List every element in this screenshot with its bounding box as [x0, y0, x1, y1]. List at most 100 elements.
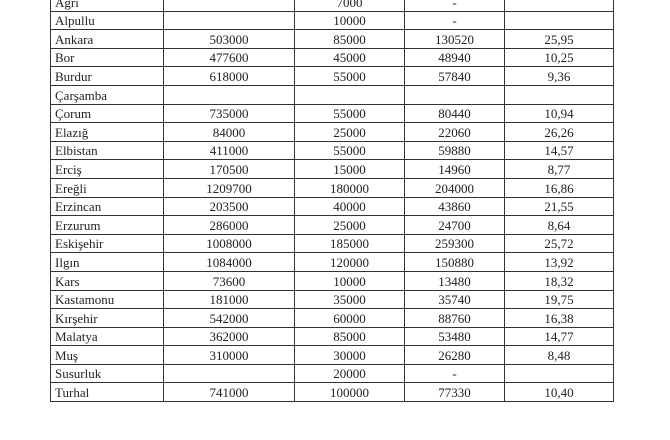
value-cell-4 — [504, 84, 614, 105]
value-cell-4 — [504, 10, 614, 31]
value-cell-1: 1084000 — [163, 252, 295, 272]
value-cell-2: 10000 — [294, 10, 405, 31]
city-cell: Erzincan — [50, 196, 164, 217]
value-cell-2: 20000 — [294, 363, 405, 384]
city-cell: Çorum — [50, 103, 164, 124]
value-cell-2: 25000 — [294, 122, 405, 142]
value-cell-1: 542000 — [163, 308, 295, 328]
value-cell-1: 1209700 — [163, 177, 295, 198]
value-cell-3: - — [404, 363, 505, 384]
value-cell-2: 85000 — [294, 29, 405, 49]
value-cell-2: 15000 — [294, 159, 405, 179]
table-row: Ağrı 7000- — [50, 0, 614, 12]
value-cell-4: 10,25 — [504, 47, 614, 68]
city-cell: Erzurum — [50, 215, 164, 235]
value-cell-3: 88760 — [404, 308, 505, 328]
table-row: Muş 310000 30000 26280 8,48 — [50, 345, 614, 365]
city-cell: Ereğli — [50, 177, 164, 198]
value-cell-3: 26280 — [404, 345, 505, 365]
value-cell-2: 60000 — [294, 308, 405, 328]
value-cell-1 — [163, 10, 295, 31]
value-cell-2: 55000 — [294, 103, 405, 124]
table-row: Ankara 503000 85000 130520 25,95 — [50, 29, 614, 49]
value-cell-1: 1008000 — [163, 233, 295, 254]
city-cell: Ilgın — [50, 252, 164, 272]
value-cell-2: 120000 — [294, 252, 405, 272]
value-cell-2: 100000 — [294, 382, 405, 403]
value-cell-1: 203500 — [163, 196, 295, 217]
value-cell-3: 80440 — [404, 103, 505, 124]
value-cell-2: 35000 — [294, 289, 405, 310]
city-cell: Burdur — [50, 66, 164, 86]
value-cell-4: 8,64 — [504, 215, 614, 235]
table-row: Alpullu 10000- — [50, 10, 614, 31]
table-row: Kars 73600 10000 13480 18,32 — [50, 270, 614, 291]
value-cell-2: 85000 — [294, 326, 405, 347]
value-cell-1: 411000 — [163, 140, 295, 161]
value-cell-3: 43860 — [404, 196, 505, 217]
value-cell-1: 73600 — [163, 270, 295, 291]
table-row: Susurluk 20000- — [50, 363, 614, 384]
value-cell-1: 618000 — [163, 66, 295, 86]
value-cell-1: 503000 — [163, 29, 295, 49]
table-row: Malatya 362000 85000 53480 14,77 — [50, 326, 614, 347]
value-cell-4: 16,38 — [504, 308, 614, 328]
data-table: Ağrı 7000- Alpullu 10000- Ankara 503000 85000 1… — [50, 0, 614, 403]
value-cell-2: 55000 — [294, 66, 405, 86]
city-cell: Susurluk — [50, 363, 164, 384]
city-cell: Ağrı — [50, 0, 164, 12]
value-cell-3: 13480 — [404, 270, 505, 291]
value-cell-2: 30000 — [294, 345, 405, 365]
city-cell: Kars — [50, 270, 164, 291]
value-cell-2 — [294, 84, 405, 105]
value-cell-1: 310000 — [163, 345, 295, 365]
value-cell-3: 259300 — [404, 233, 505, 254]
city-cell: Elazığ — [50, 122, 164, 142]
value-cell-4 — [504, 363, 614, 384]
table-row: Elazığ 84000 25000 22060 26,26 — [50, 122, 614, 142]
city-cell: Alpullu — [50, 10, 164, 31]
value-cell-4: 10,94 — [504, 103, 614, 124]
value-cell-2: 7000 — [294, 0, 405, 12]
document-page: Ağrı 7000- Alpullu 10000- Ankara 503000 85000 1… — [50, 0, 614, 403]
value-cell-1: 181000 — [163, 289, 295, 310]
value-cell-1 — [163, 363, 295, 384]
city-cell: Erciş — [50, 159, 164, 179]
value-cell-3: 204000 — [404, 177, 505, 198]
value-cell-4: 25,95 — [504, 29, 614, 49]
value-cell-4: 21,55 — [504, 196, 614, 217]
value-cell-3: 150880 — [404, 252, 505, 272]
table-row: Erzurum 286000 25000 24700 8,64 — [50, 215, 614, 235]
value-cell-2: 10000 — [294, 270, 405, 291]
table-row: Burdur 618000 55000 57840 9,36 — [50, 66, 614, 86]
value-cell-4: 8,48 — [504, 345, 614, 365]
value-cell-3: - — [404, 10, 505, 31]
value-cell-3: 22060 — [404, 122, 505, 142]
value-cell-4: 18,32 — [504, 270, 614, 291]
table-row: Erzincan 203500 40000 43860 21,55 — [50, 196, 614, 217]
city-cell: Eskişehir — [50, 233, 164, 254]
value-cell-3: 53480 — [404, 326, 505, 347]
value-cell-2: 180000 — [294, 177, 405, 198]
city-cell: Ankara — [50, 29, 164, 49]
value-cell-4: 10,40 — [504, 382, 614, 403]
value-cell-3: - — [404, 0, 505, 12]
value-cell-4: 14,77 — [504, 326, 614, 347]
value-cell-1 — [163, 0, 295, 12]
value-cell-3: 59880 — [404, 140, 505, 161]
city-cell: Kastamonu — [50, 289, 164, 310]
table-row: Çarşamba — [50, 84, 614, 105]
table-row: Bor 477600 45000 48940 10,25 — [50, 47, 614, 68]
value-cell-1: 477600 — [163, 47, 295, 68]
value-cell-4: 19,75 — [504, 289, 614, 310]
value-cell-3: 24700 — [404, 215, 505, 235]
value-cell-2: 45000 — [294, 47, 405, 68]
table-row: Elbistan 411000 55000 59880 14,57 — [50, 140, 614, 161]
value-cell-2: 25000 — [294, 215, 405, 235]
value-cell-2: 185000 — [294, 233, 405, 254]
value-cell-2: 40000 — [294, 196, 405, 217]
city-cell: Malatya — [50, 326, 164, 347]
value-cell-4: 16,86 — [504, 177, 614, 198]
value-cell-4: 25,72 — [504, 233, 614, 254]
value-cell-3: 48940 — [404, 47, 505, 68]
